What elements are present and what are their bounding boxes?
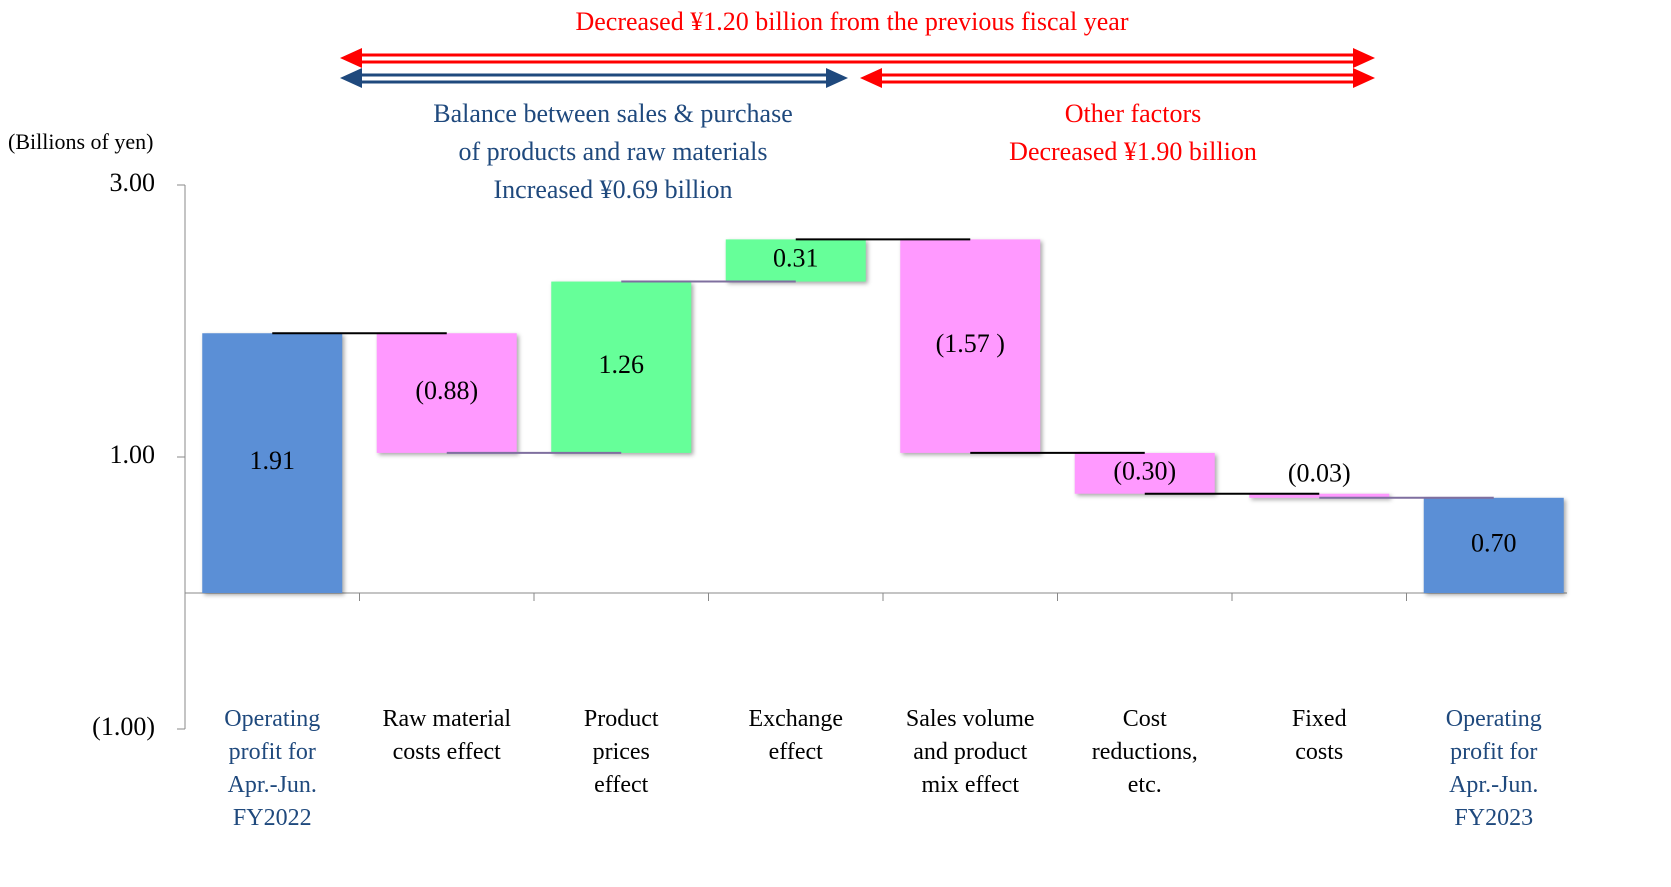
y-tick-label: (1.00) (92, 712, 155, 741)
x-tick-label: Raw material costs effect (382, 706, 511, 765)
value-label: (0.88) (415, 376, 478, 405)
bar (202, 333, 343, 593)
value-label: 1.91 (250, 446, 296, 475)
y-tick-label: 1.00 (110, 440, 156, 469)
bar (900, 239, 1041, 453)
value-label: (0.03) (1288, 459, 1351, 488)
other-arrow (860, 68, 1375, 88)
bar (376, 333, 517, 453)
total-arrow (340, 48, 1375, 68)
value-label: 1.26 (599, 350, 645, 379)
x-tick-label: Operating profit for Apr.-Jun. FY2023 (1446, 706, 1542, 831)
balance-arrow (340, 68, 848, 88)
balance-note: Balance between sales & purchase of produ… (433, 99, 793, 204)
value-label: 0.31 (773, 243, 819, 272)
x-tick-label: Sales volume and product mix effect (906, 706, 1035, 798)
x-tick-label: Exchange effect (748, 706, 843, 765)
y-tick-label: 3.00 (110, 168, 156, 197)
x-tick-label: Fixed costs (1292, 706, 1347, 765)
bar (1423, 497, 1564, 593)
bar (725, 239, 866, 282)
y-axis-label: (Billions of yen) (8, 129, 153, 154)
x-tick-label: Cost reductions, etc. (1092, 706, 1198, 798)
x-tick-label: Product prices effect (584, 706, 659, 798)
value-label: (1.57 ) (936, 329, 1005, 358)
x-tick-label: Operating profit for Apr.-Jun. FY2022 (224, 706, 320, 831)
value-label: (0.30) (1113, 456, 1176, 485)
other-note: Other factors Decreased ¥1.90 billion (1009, 99, 1257, 166)
total-change-note: Decreased ¥1.20 billion from the previou… (575, 7, 1128, 36)
bar (1249, 493, 1390, 498)
bar (551, 281, 692, 453)
bar (1074, 452, 1215, 494)
value-label: 0.70 (1471, 528, 1517, 557)
